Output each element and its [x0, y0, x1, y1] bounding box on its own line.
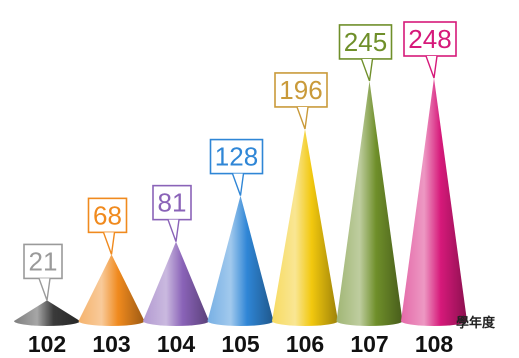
value-callout-box-105 — [209, 138, 264, 175]
value-callout-box-104 — [152, 184, 192, 221]
cone-bar-106 — [272, 128, 338, 326]
value-label-108: 248 — [408, 24, 451, 54]
value-callout-pointer-102 — [38, 278, 51, 301]
x-tick-label-106: 106 — [286, 331, 324, 357]
value-callout-box-107 — [338, 24, 393, 60]
value-label-104: 81 — [158, 188, 187, 218]
value-callout-pointer-108 — [425, 55, 438, 79]
value-callout-box-106 — [274, 72, 328, 108]
value-label-102: 21 — [29, 246, 58, 276]
value-callouts: 21 68 81 128 196 245 248 — [23, 21, 457, 301]
x-axis-unit-label: 學年度 — [456, 315, 496, 331]
value-label-106: 196 — [279, 75, 322, 105]
x-tick-label-104: 104 — [157, 331, 196, 357]
cone-bar-107 — [336, 80, 403, 327]
x-tick-label-107: 107 — [350, 331, 388, 357]
value-label-105: 128 — [215, 142, 258, 172]
x-tick-label-108: 108 — [415, 331, 454, 357]
cone-bar-102 — [14, 300, 80, 326]
cone-series — [14, 78, 467, 327]
x-tick-label-102: 102 — [28, 331, 66, 357]
value-callout-pointer-104 — [167, 219, 180, 242]
cone-bar-104 — [143, 241, 209, 326]
cone-bar-108 — [401, 78, 467, 326]
x-tick-label-103: 103 — [92, 331, 130, 357]
value-callout-pointer-106 — [296, 106, 309, 130]
cone-bar-105 — [207, 195, 274, 327]
value-label-103: 68 — [93, 200, 122, 230]
value-callout-pointer-105 — [231, 173, 245, 196]
cone-bar-103 — [78, 254, 145, 327]
value-callout-pointer-103 — [102, 232, 116, 255]
value-callout-box-108 — [403, 21, 457, 57]
x-axis-tick-labels: 102 103 104 105 106 107 108 — [28, 331, 454, 357]
x-tick-label-105: 105 — [221, 331, 260, 357]
value-callout-pointer-107 — [360, 58, 374, 82]
value-label-107: 245 — [344, 27, 387, 57]
